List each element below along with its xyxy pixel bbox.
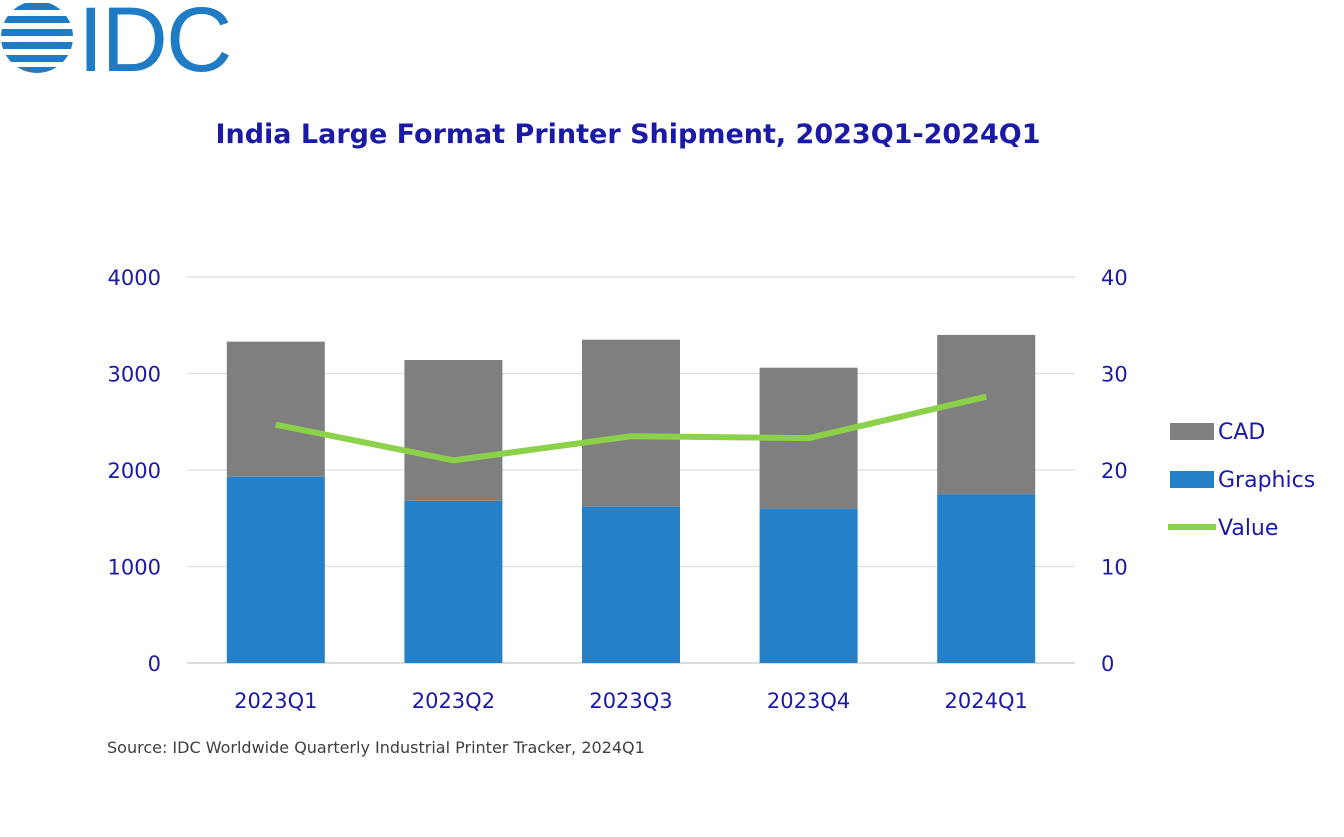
bar-cad-2023q1: [226, 341, 325, 477]
legend-swatch-cad: [1170, 423, 1214, 440]
bar-graphics-2023q1: [226, 476, 325, 663]
y-tick-label-right: 0: [1101, 652, 1114, 676]
x-axis: 2023Q1 2023Q2 2023Q3 2023Q4 2024Q1: [234, 689, 1028, 713]
legend-swatch-graphics: [1170, 471, 1214, 488]
y-axis-right: 0 10 20 30 40: [1101, 266, 1128, 676]
x-tick-label: 2023Q4: [767, 689, 850, 713]
y-tick-label-left: 0: [148, 652, 161, 676]
y-tick-label-right: 40: [1101, 266, 1128, 290]
y-tick-label-left: 2000: [108, 459, 161, 483]
y-tick-label-right: 10: [1101, 556, 1128, 580]
legend-label-cad: CAD: [1218, 420, 1265, 445]
line-series: [275, 393, 987, 464]
y-tick-label-right: 30: [1101, 363, 1128, 387]
y-tick-label-left: 4000: [108, 266, 161, 290]
bar-series: [226, 334, 1036, 663]
bar-cad-2023q3: [582, 339, 680, 507]
legend-label-value: Value: [1218, 516, 1278, 541]
legend: CAD Graphics Value: [1168, 420, 1315, 541]
bar-cad-2024q1: [937, 334, 1036, 495]
bar-graphics-2024q1: [937, 494, 1036, 663]
x-tick-label: 2023Q1: [234, 689, 317, 713]
x-tick-label: 2023Q2: [412, 689, 495, 713]
legend-label-graphics: Graphics: [1218, 468, 1315, 493]
x-tick-label: 2024Q1: [945, 689, 1028, 713]
line-value: [275, 393, 987, 464]
bar-cad-2023q2: [404, 359, 503, 501]
x-tick-label: 2023Q3: [589, 689, 672, 713]
y-tick-label-left: 3000: [108, 363, 161, 387]
bar-graphics-2023q3: [582, 506, 680, 663]
source-note: Source: IDC Worldwide Quarterly Industri…: [107, 738, 645, 757]
chart-title: India Large Format Printer Shipment, 202…: [215, 119, 1040, 150]
bar-graphics-2023q2: [404, 500, 503, 663]
y-axis-left: 0 1000 2000 3000 4000: [108, 266, 161, 676]
legend-item-value: Value: [1168, 516, 1278, 541]
idc-logo-wordmark: IDC: [78, 0, 230, 91]
legend-item-graphics: Graphics: [1170, 468, 1315, 493]
bar-graphics-2023q4: [759, 508, 858, 663]
legend-item-cad: CAD: [1170, 420, 1265, 445]
idc-logo: IDC: [1, 0, 232, 91]
y-tick-label-left: 1000: [108, 556, 161, 580]
y-tick-label-right: 20: [1101, 459, 1128, 483]
idc-logo-globe-icon: [1, 3, 73, 73]
